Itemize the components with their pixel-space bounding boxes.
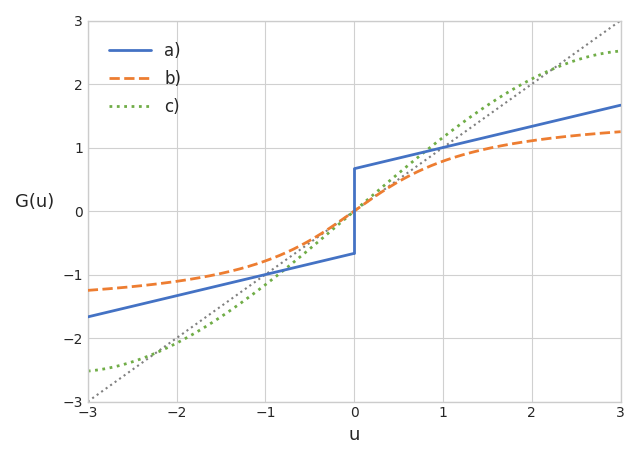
b) [84,288,92,293]
a) [589,109,596,115]
Line: b): b) [88,132,621,291]
Line: a): a) [355,105,621,168]
c) [176,339,184,344]
c) [145,353,152,359]
X-axis label: u: u [349,426,360,444]
b) [311,235,319,240]
a) [351,166,358,171]
b) [176,278,184,284]
c) [617,48,625,54]
a) [536,122,544,127]
c) [311,241,319,247]
a) [564,115,572,120]
b) [606,130,614,135]
c) [288,261,296,266]
b) [617,129,625,134]
Y-axis label: G(u): G(u) [15,193,54,211]
c) [84,368,92,374]
Legend: a), b), c): a), b), c) [96,29,195,129]
Line: c): c) [88,51,621,371]
c) [606,50,614,55]
b) [288,247,296,252]
a) [372,161,380,166]
a) [595,107,603,113]
a) [506,129,513,134]
b) [549,135,557,141]
c) [549,66,557,72]
b) [145,282,152,288]
a) [617,102,625,108]
